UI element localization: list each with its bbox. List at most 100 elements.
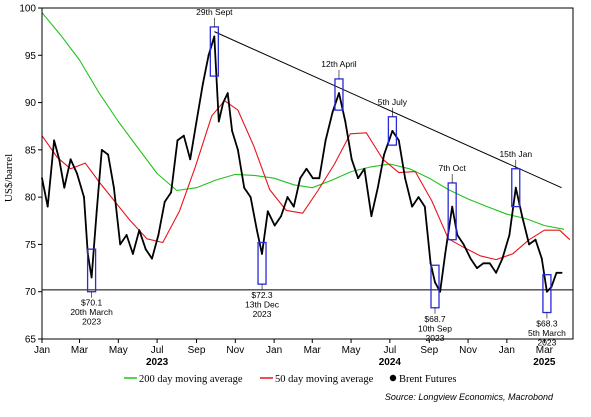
brent-point — [138, 229, 141, 232]
brent-point — [213, 35, 216, 38]
legend-label-brent: Brent Futures — [399, 374, 456, 385]
brent-point — [324, 139, 327, 142]
brent-point — [231, 130, 234, 132]
annotation-label-line: $72.3 — [251, 290, 273, 300]
brent-point — [163, 201, 166, 203]
resistance-trendline — [214, 31, 562, 189]
brent-point — [273, 224, 276, 227]
brent-point — [195, 120, 198, 123]
series-line-50dma — [41, 100, 571, 261]
annotation-label: 12th April — [321, 59, 357, 69]
x-tick-label: Mar — [71, 345, 89, 356]
x-year-label: 2024 — [379, 357, 402, 368]
brent-point — [63, 186, 66, 189]
brent-point — [429, 262, 432, 265]
legend-label-200dma: 200 day moving average — [139, 374, 243, 385]
brent-point — [417, 196, 420, 199]
brent-point — [90, 276, 93, 279]
brent-point — [534, 238, 537, 241]
brent-point — [482, 262, 485, 265]
x-year-label: 2023 — [146, 357, 169, 368]
y-tick-label: 80 — [25, 193, 37, 204]
brent-point — [157, 234, 160, 236]
y-tick-label: 75 — [25, 240, 37, 251]
brent-point — [350, 158, 353, 161]
brent-point — [560, 271, 563, 274]
brent-point — [286, 196, 289, 199]
annotation-label: 29th Sept — [196, 7, 233, 17]
brent-point — [462, 243, 465, 246]
brent-point — [363, 167, 366, 170]
brent-point — [100, 149, 103, 151]
x-tick-label: Sep — [420, 345, 438, 356]
brent-point — [76, 172, 78, 175]
brent-point — [528, 243, 530, 246]
x-tick-label: Jan — [266, 345, 282, 356]
x-tick-label: Jul — [383, 345, 396, 356]
brent-point — [226, 92, 229, 94]
y-tick-label: 65 — [25, 335, 37, 346]
x-tick-label: Nov — [459, 345, 477, 356]
x-tick-label: May — [109, 345, 128, 356]
annotation-label-line: 13th Dec — [245, 300, 280, 310]
brent-point — [423, 205, 426, 208]
brent-point — [344, 120, 347, 123]
y-tick-label: 85 — [25, 145, 37, 156]
annotation-label-line: 2023 — [253, 309, 272, 319]
brent-point — [299, 177, 302, 180]
brent-point — [312, 177, 314, 180]
brent-point — [495, 271, 497, 274]
brent-point — [243, 186, 246, 189]
x-tick-label: Jan — [34, 345, 50, 356]
annotation-label-line: 2023 — [537, 338, 556, 348]
brent-point — [217, 120, 220, 123]
brent-point — [456, 234, 459, 236]
annotation-label-line: 5th March — [528, 328, 566, 338]
brent-point — [540, 257, 543, 260]
annotation-box — [542, 274, 552, 314]
brent-point — [119, 243, 122, 246]
brent-point — [170, 191, 173, 194]
brent-point — [207, 54, 210, 57]
x-tick-label: Sep — [188, 345, 206, 356]
plot-frame — [41, 7, 574, 340]
legend: 200 day moving average 50 day moving ave… — [124, 374, 456, 385]
x-tick-label: Mar — [536, 345, 554, 356]
brent-point — [546, 290, 548, 293]
brent-point — [176, 139, 179, 142]
brent-point — [95, 210, 98, 213]
annotation-label: 7th Oct — [438, 163, 466, 173]
brent-point — [125, 234, 128, 236]
brent-point — [434, 281, 436, 284]
brent-point — [555, 271, 558, 274]
brent-point — [376, 186, 379, 189]
annotation-label-line: $70.1 — [81, 298, 103, 308]
brent-point — [53, 139, 55, 142]
brent-point — [318, 177, 321, 180]
brent-point — [189, 158, 192, 161]
annotation-label: $72.3 13th Dec 2023 — [245, 290, 280, 319]
x-tick-label: Mar — [304, 345, 322, 356]
brent-point — [397, 139, 400, 142]
brent-point — [266, 210, 269, 213]
brent-point — [280, 215, 282, 218]
legend-swatch-brent — [389, 374, 397, 382]
x-tick-label: Jan — [499, 345, 515, 356]
annotation-label-line: $68.7 — [424, 314, 446, 324]
annotation-label: $68.3 5th March 2023 — [528, 319, 566, 348]
brent-point — [391, 130, 394, 132]
y-tick-label: 95 — [25, 51, 37, 62]
brent-point — [132, 253, 134, 255]
brent-point — [338, 92, 340, 94]
brent-point — [469, 257, 472, 260]
y-axis-label: US$/barrel — [3, 154, 15, 202]
brent-point — [222, 101, 225, 104]
annotation-label-line: $68.3 — [536, 319, 558, 329]
brent-point — [237, 149, 239, 151]
brent-point — [508, 234, 511, 236]
brent-point — [488, 262, 491, 265]
y-tick-label: 90 — [25, 98, 37, 109]
brent-point — [514, 186, 517, 189]
